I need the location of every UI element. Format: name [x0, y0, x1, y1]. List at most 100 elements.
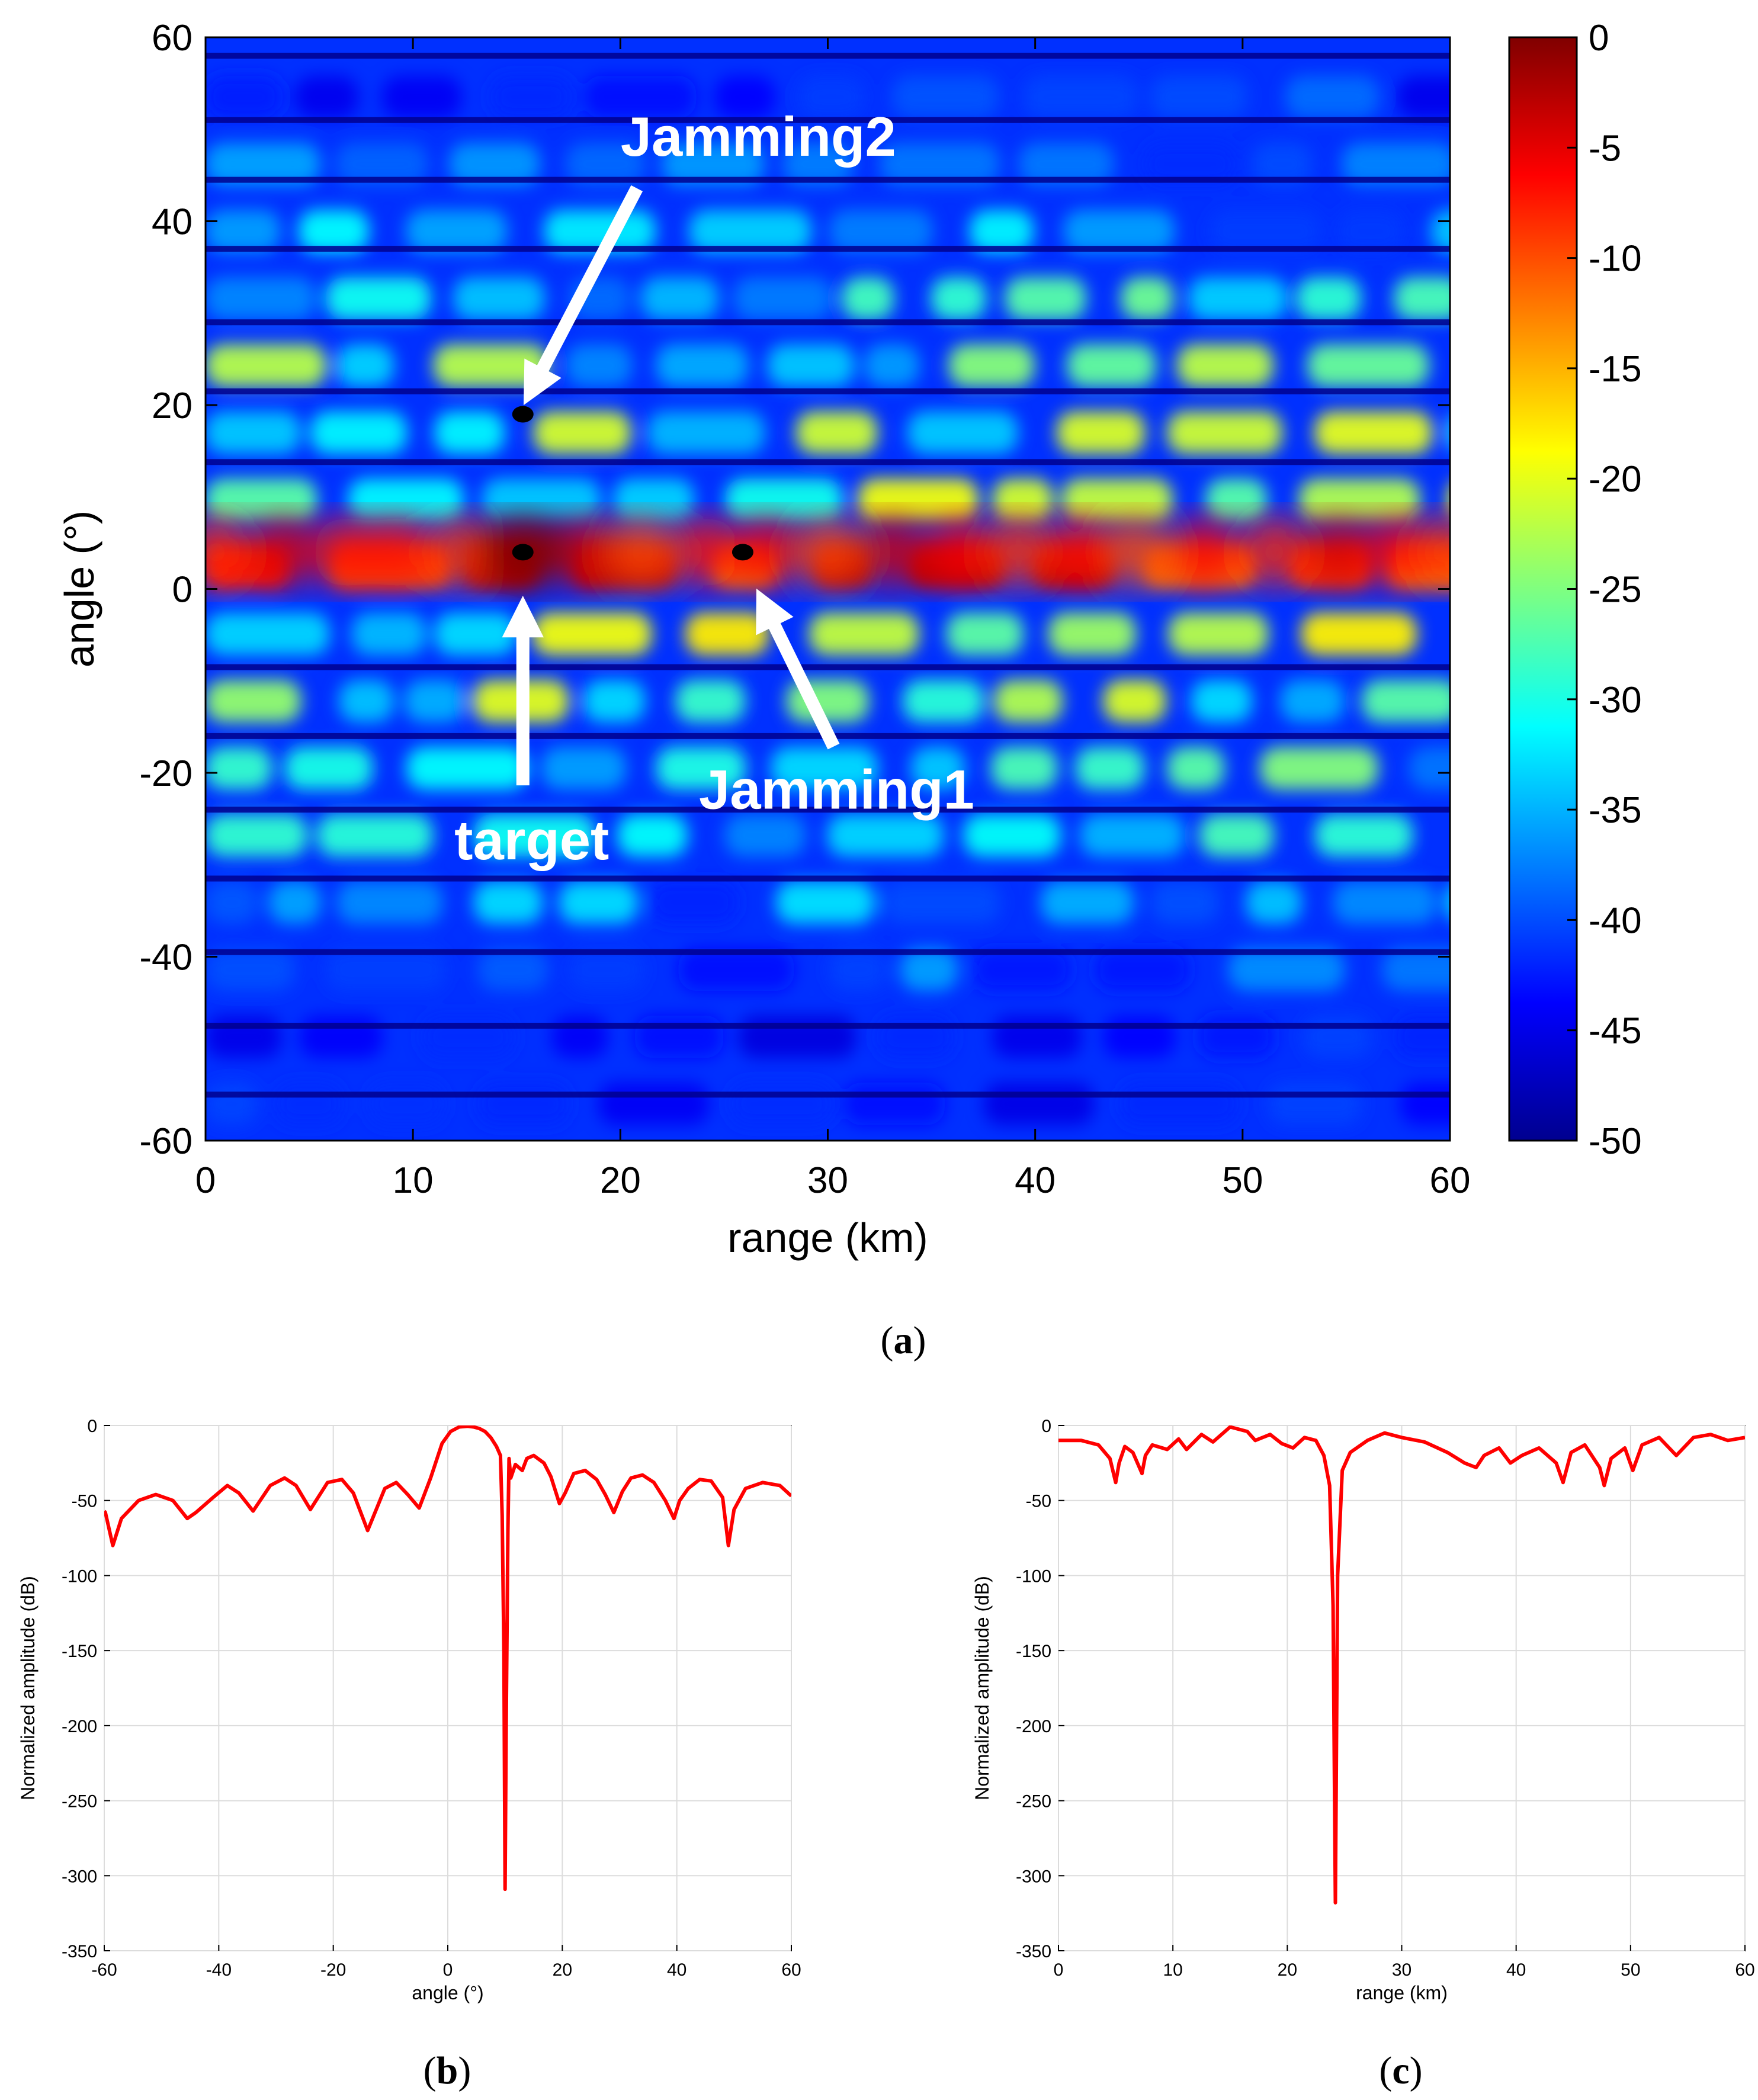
heatmap-cell: [544, 210, 656, 253]
heatmap-cell: [453, 277, 545, 320]
xtick-label: 20: [1278, 1960, 1297, 1980]
ytick-label: 40: [152, 202, 193, 243]
heatmap-cell: [1228, 948, 1345, 991]
ytick-label: -300: [62, 1867, 97, 1886]
heatmap-cell: [275, 1083, 343, 1125]
heatmap-cell: [348, 479, 464, 521]
caption-a: (a): [881, 1319, 926, 1362]
y-axis-label: Normalized amplitude (dB): [17, 1576, 39, 1800]
xtick-label: 30: [1392, 1960, 1411, 1980]
heatmap-field: [206, 37, 1450, 1141]
ytick-label: -250: [62, 1792, 97, 1812]
heatmap-cell: [1095, 948, 1190, 991]
heatmap-cell: [206, 76, 283, 118]
xtick-label: 40: [1015, 1160, 1056, 1201]
heatmap-cell: [1167, 747, 1225, 789]
colorbar-tick-label: -30: [1589, 680, 1642, 721]
heatmap-cell: [206, 747, 272, 789]
heatmap-cell: [1296, 277, 1361, 320]
heatmap-cell: [326, 277, 431, 320]
heatmap-cell: [1307, 344, 1429, 387]
heatmap-cell: [864, 344, 920, 387]
heatmap-cell: [1205, 479, 1267, 521]
colorbar-tick-label: -50: [1589, 1121, 1642, 1162]
xtick-label: 50: [1222, 1160, 1263, 1201]
panel-b-angle-profile: -60 -40 -20 0 20 40 600-50-100-150-200-250-300…: [17, 1417, 801, 2092]
heatmap-lobe: [1305, 516, 1371, 588]
heatmap-cell: [829, 210, 933, 253]
heatmap-cell: [206, 814, 307, 857]
heatmap-cell: [316, 814, 433, 857]
heatmap-cell: [310, 411, 408, 454]
heatmap-lobe: [734, 516, 800, 588]
heatmap-cell: [1382, 948, 1450, 991]
heatmap-cell: [299, 1015, 383, 1058]
heatmap-cell: [1168, 612, 1269, 656]
label-jamming2: Jamming2: [621, 105, 896, 168]
heatmap-cell: [1298, 479, 1420, 521]
heatmap-cell: [714, 76, 776, 118]
heatmap-cell: [482, 479, 601, 521]
panel-a-heatmap: Jamming2 target Jamming1 0 10 20 30 40 50 60 60 40…: [56, 18, 1642, 1362]
heatmap-cell: [1080, 814, 1185, 857]
ytick-label: 0: [172, 570, 193, 611]
label-jamming1: Jamming1: [699, 759, 974, 821]
xtick-label: 40: [1506, 1960, 1526, 1980]
xtick-label: 60: [781, 1960, 801, 1980]
heatmap-cell: [598, 1083, 710, 1125]
heatmap-cell: [795, 411, 878, 454]
heatmap-cell: [339, 680, 394, 723]
heatmap-cell: [1048, 612, 1136, 656]
heatmap-cell: [1177, 344, 1273, 387]
heatmap-lobe: [365, 516, 431, 588]
heatmap-cell: [1063, 210, 1175, 253]
heatmap-cell: [782, 143, 854, 185]
heatmap-cell: [1446, 888, 1450, 917]
heatmap-cell: [295, 76, 358, 118]
heatmap-cell: [798, 76, 865, 118]
heatmap-cell: [733, 277, 832, 320]
heatmap-cell: [206, 1015, 282, 1058]
heatmap-cell: [900, 948, 958, 991]
colorbar-tick-label: -40: [1589, 900, 1642, 941]
heatmap-cell: [434, 411, 505, 454]
heatmap-lobe: [250, 516, 316, 588]
heatmap-cell: [477, 948, 548, 991]
heatmap-cell: [641, 277, 719, 320]
heatmap-cell: [336, 881, 443, 924]
ytick-label: -60: [139, 1121, 193, 1162]
y-axis-label: Normalized amplitude (dB): [971, 1576, 993, 1800]
x-axis-label: range (km): [727, 1215, 928, 1261]
heatmap-cell: [1150, 76, 1248, 118]
heatmap-cell: [858, 479, 979, 521]
colorbar-gradient: [1509, 37, 1577, 1141]
ytick-label: -150: [1016, 1642, 1051, 1661]
heatmap-cell: [206, 277, 316, 320]
heatmap-cell: [948, 344, 1035, 387]
heatmap-cell: [206, 680, 301, 723]
heatmap-cell: [1061, 479, 1173, 521]
heatmap-cell: [206, 210, 281, 253]
heatmap-cell: [405, 680, 464, 723]
heatmap-cell: [336, 344, 394, 387]
heatmap-lobe: [797, 516, 862, 588]
xtick-label: 30: [807, 1160, 848, 1201]
heatmap-cell: [1303, 1015, 1372, 1058]
x-axis-label: range (km): [1356, 1982, 1448, 2003]
ytick-label: -50: [1026, 1492, 1051, 1511]
heatmap-cell: [689, 210, 811, 253]
heatmap-cell: [1362, 680, 1450, 723]
ytick-label: -350: [1016, 1942, 1051, 1961]
colorbar-tick-label: -45: [1589, 1011, 1642, 1052]
heatmap-cell: [1143, 143, 1237, 185]
xtick-label: 0: [443, 1960, 453, 1980]
heatmap-cell: [685, 612, 769, 656]
heatmap-cell: [970, 210, 1034, 253]
ytick-label: -200: [62, 1717, 97, 1736]
heatmap-cell: [1167, 411, 1282, 454]
ytick-label: -50: [72, 1492, 97, 1511]
heatmap-cell: [662, 143, 765, 185]
heatmap-cell: [1018, 143, 1114, 185]
heatmap-cell: [533, 411, 631, 454]
